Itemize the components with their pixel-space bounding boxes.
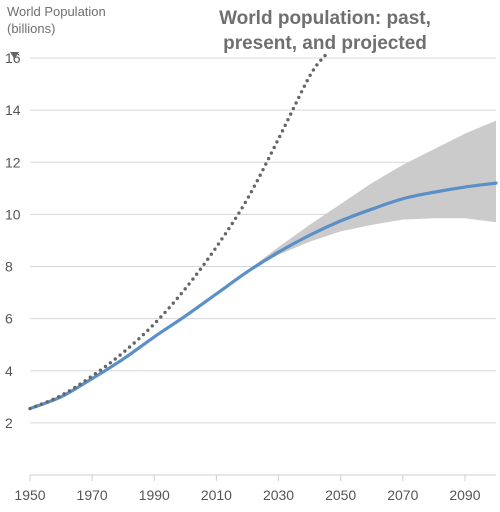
x-tick-label: 1970 <box>77 487 108 503</box>
grid-lines <box>30 57 496 476</box>
y-tick-label: 4 <box>5 363 13 379</box>
y-tick-label: 12 <box>5 154 21 170</box>
y-tick-label: 2 <box>5 415 13 431</box>
x-tick-label: 2090 <box>449 487 480 503</box>
y-tick-label: 10 <box>5 206 21 222</box>
x-axis-ticks: 1950 1970 1990 2010 2030 2050 2070 2090 <box>14 475 481 503</box>
y-axis-label-line-2: (billions) <box>7 21 55 36</box>
chart-title-line-1: World population: past, <box>219 8 431 29</box>
dotted-series-line <box>28 53 327 411</box>
y-tick-label: 8 <box>5 259 13 275</box>
main-series-line <box>28 181 498 411</box>
x-tick-label: 2010 <box>201 487 232 503</box>
series-layer <box>28 53 498 411</box>
y-axis-label-line-1: World Population <box>7 4 106 19</box>
y-tick-label: 14 <box>5 102 21 118</box>
x-tick-label: 2070 <box>387 487 418 503</box>
y-tick-label: 6 <box>5 311 13 327</box>
y-axis-arrow-icon <box>10 52 19 59</box>
chart-title-line-2: present, and projected <box>223 33 427 54</box>
x-tick-label: 1950 <box>14 487 45 503</box>
x-tick-label: 1990 <box>139 487 170 503</box>
x-tick-label: 2050 <box>325 487 356 503</box>
x-tick-label: 2030 <box>263 487 294 503</box>
